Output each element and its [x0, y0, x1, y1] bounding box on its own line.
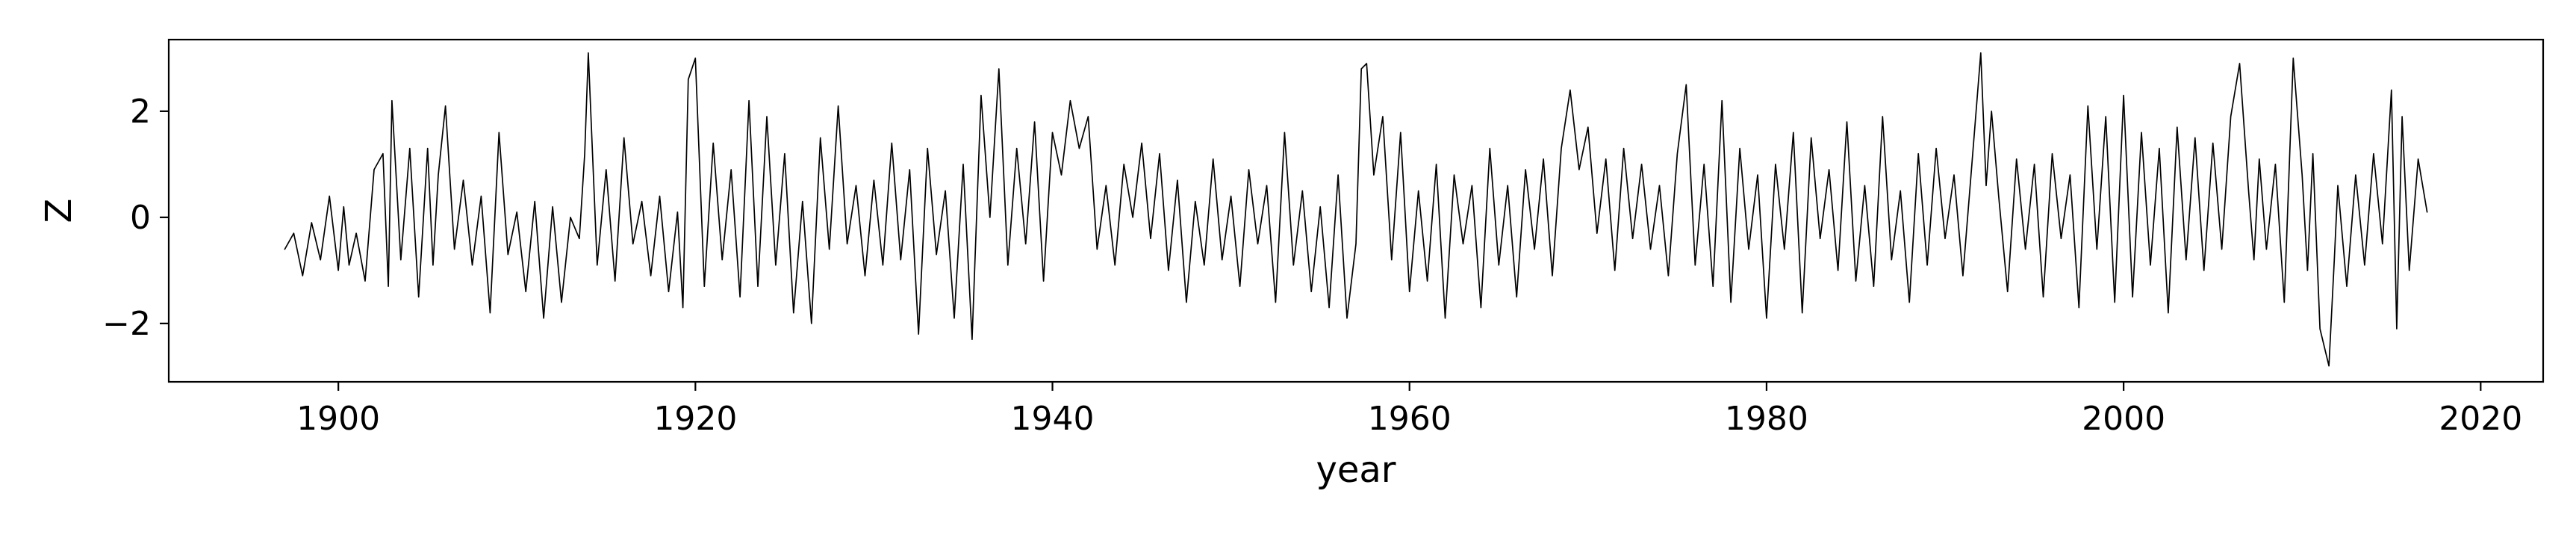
plot-frame	[167, 38, 2545, 383]
x-tick-label: 1900	[296, 400, 380, 438]
x-tick-label: 1980	[1725, 400, 1808, 438]
x-axis-label: year	[1316, 449, 1396, 491]
y-tick-label: −2	[102, 305, 151, 343]
x-tick-label: 2020	[2439, 400, 2522, 438]
y-axis: −2 0 2	[102, 93, 169, 343]
plot-background	[169, 40, 2543, 382]
x-tick-label: 1940	[1011, 400, 1095, 438]
x-tick-label: 2000	[2082, 400, 2165, 438]
x-tick-label: 1920	[653, 400, 737, 438]
y-tick-label: 2	[130, 93, 151, 131]
y-tick-label: 0	[130, 199, 151, 237]
x-tick-label: 1960	[1368, 400, 1452, 438]
z-series-line	[284, 52, 2428, 367]
y-axis-label: Z	[38, 199, 80, 223]
x-axis: 1900 1920 1940 1960 1980 2000 2020	[296, 382, 2522, 438]
